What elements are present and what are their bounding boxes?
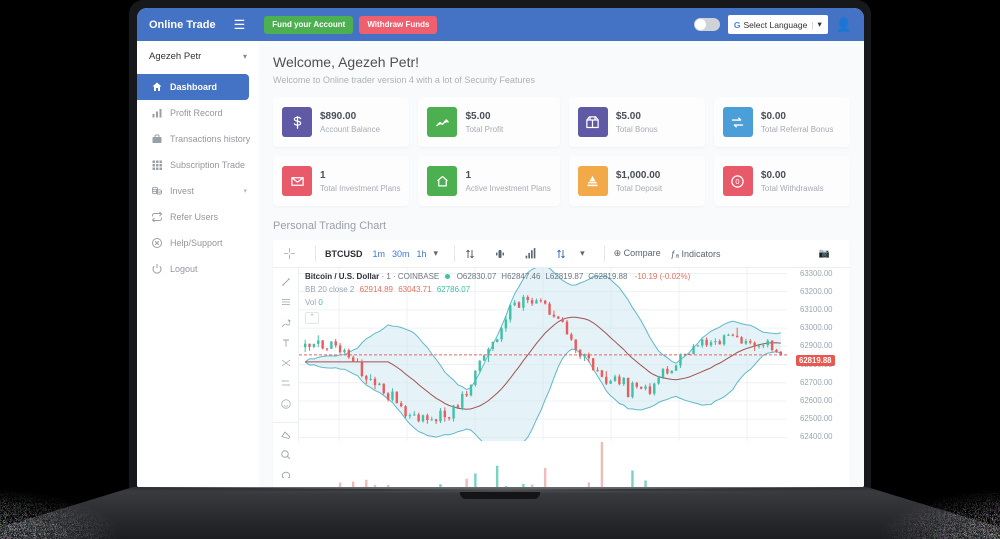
svg-text:0: 0 <box>736 177 740 186</box>
